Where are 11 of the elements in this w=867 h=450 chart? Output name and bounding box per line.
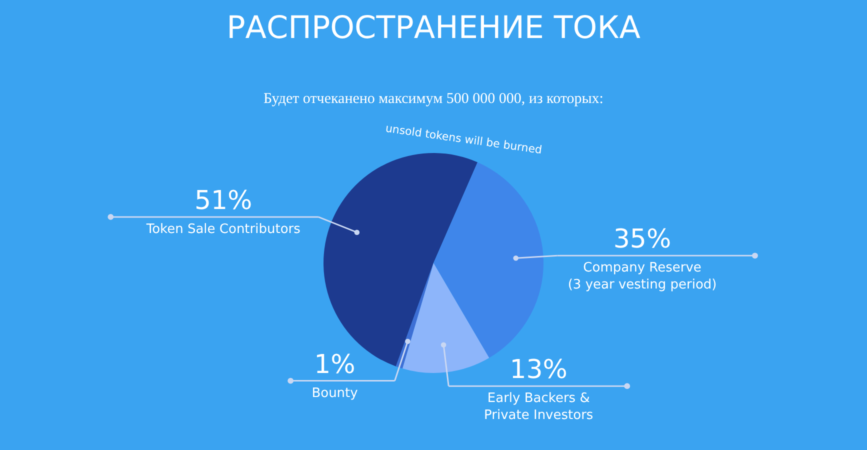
data-label: 35% <box>613 224 672 255</box>
text: unsold tokens will be burned <box>384 122 543 157</box>
slice-label: Company Reserve (3 year vesting period) <box>568 260 717 293</box>
chart-title: РАСПРОСТРАНЕНИЕ ТОКА <box>226 10 640 46</box>
slice-label: Token Sale Contributors <box>145 222 301 237</box>
chart-subtitle: Будет отчеканено максимум 500 000 000, из которых: <box>264 91 604 107</box>
data-label: 51% <box>194 186 252 216</box>
data-label: 13% <box>510 355 568 386</box>
slice-label: Bounty <box>312 386 358 401</box>
slice-label: Early Backers & Private Investors <box>484 391 594 424</box>
data-label: 1% <box>314 350 356 380</box>
